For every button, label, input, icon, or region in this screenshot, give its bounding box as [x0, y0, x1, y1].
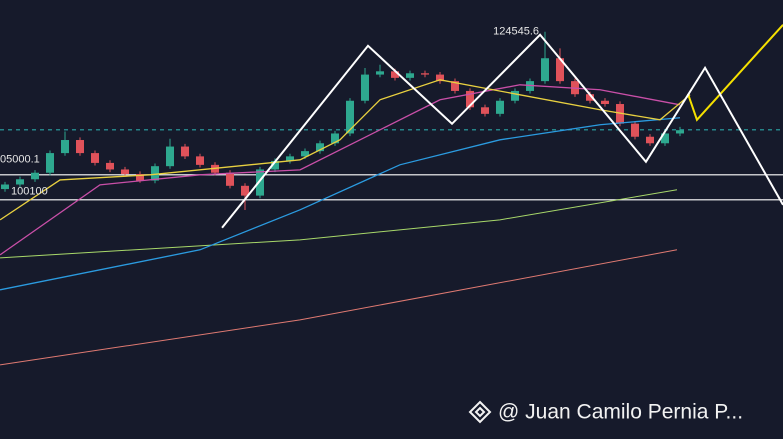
- candle-body: [436, 74, 444, 82]
- candle-body: [91, 153, 99, 163]
- overlay-line: [0, 84, 681, 256]
- candle-body: [76, 140, 84, 154]
- candle-body: [31, 172, 39, 180]
- candle-body: [286, 156, 294, 161]
- logo: [468, 400, 492, 424]
- candle-body: [106, 162, 114, 170]
- candle-body: [586, 94, 594, 101]
- candle-body: [346, 100, 354, 134]
- candle-body: [121, 169, 129, 175]
- candle-body: [1, 184, 9, 190]
- candle-body: [616, 104, 624, 124]
- overlay-line: [221, 33, 783, 229]
- candle-body: [196, 156, 204, 165]
- candle-body: [151, 166, 159, 181]
- candle-body: [331, 133, 339, 144]
- overlay-line: [0, 249, 678, 366]
- candle-body: [316, 143, 324, 152]
- candle-body: [421, 73, 429, 75]
- candle-body: [496, 100, 504, 114]
- candle-body: [46, 153, 54, 173]
- overlay-line: [0, 189, 678, 259]
- candle-body: [256, 169, 264, 196]
- candle-body: [181, 146, 189, 157]
- candle-body: [361, 74, 369, 101]
- candle-body: [631, 123, 639, 137]
- candle-body: [676, 130, 684, 134]
- watermark: @ Juan Camilo Pernia P...: [498, 401, 743, 424]
- candle-body: [541, 58, 549, 82]
- candle-body: [376, 71, 384, 75]
- candle-body: [466, 90, 474, 108]
- candle-body: [661, 133, 669, 144]
- high-label: 124545.6: [493, 26, 539, 38]
- overlay-line: [0, 117, 681, 291]
- candle-body: [136, 174, 144, 181]
- low-label: 100100: [11, 186, 48, 198]
- overlay-line: [0, 79, 691, 221]
- candle-body: [16, 179, 24, 185]
- candle-body: [391, 71, 399, 78]
- candle-body: [241, 185, 249, 196]
- candle-body: [646, 136, 654, 144]
- price-label: 05000.1: [0, 154, 40, 166]
- candle-body: [406, 73, 414, 78]
- candle-body: [481, 107, 489, 114]
- candle-body: [511, 90, 519, 101]
- candle-body: [226, 172, 234, 186]
- candle-body: [301, 151, 309, 157]
- candle-body: [556, 58, 564, 82]
- candle-body: [451, 81, 459, 91]
- candle-body: [271, 160, 279, 170]
- candle-body: [61, 140, 69, 154]
- candle-body: [601, 100, 609, 105]
- plot: 124545.6 100100 05000.1: [0, 24, 783, 366]
- overlay-line: [687, 24, 783, 122]
- candle-body: [166, 146, 174, 167]
